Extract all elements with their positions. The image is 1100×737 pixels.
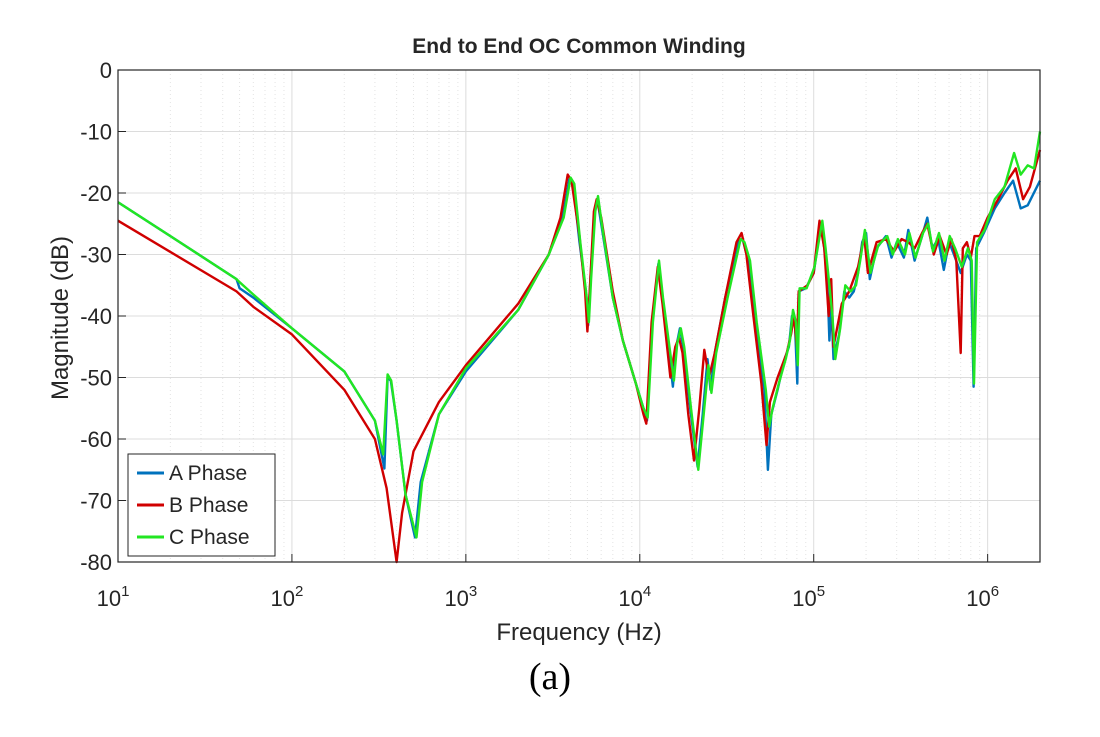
x-axis-label: Frequency (Hz) bbox=[496, 619, 661, 646]
y-tick-label: -60 bbox=[80, 427, 112, 452]
y-axis-label: Magnitude (dB) bbox=[47, 236, 74, 400]
series-line-c-phase bbox=[117, 131, 1042, 539]
x-tick-label: 101 bbox=[97, 583, 130, 611]
x-tick-label: 104 bbox=[618, 583, 651, 611]
major-grid bbox=[117, 69, 1040, 563]
legend-label: A Phase bbox=[169, 462, 247, 485]
x-tick-label: 102 bbox=[271, 583, 304, 611]
y-tick-label: -20 bbox=[80, 181, 112, 206]
y-tick-label: -80 bbox=[80, 550, 112, 575]
legend-label: B Phase bbox=[169, 494, 248, 517]
figure-caption: (a) bbox=[528, 656, 572, 698]
x-tick-label: 105 bbox=[792, 583, 825, 611]
legend: A Phase B Phase C Phase bbox=[127, 453, 276, 557]
series-layer bbox=[117, 131, 1042, 564]
chart-title: End to End OC Common Winding bbox=[412, 35, 745, 58]
y-tick-label: -10 bbox=[80, 120, 112, 145]
y-tick-label: -50 bbox=[80, 366, 112, 391]
y-tick-label: 0 bbox=[100, 58, 112, 83]
legend-label: C Phase bbox=[169, 526, 250, 549]
y-tick-label: -40 bbox=[80, 304, 112, 329]
y-tick-label: -30 bbox=[80, 243, 112, 268]
x-tick-label: 106 bbox=[966, 583, 999, 611]
x-axis-ticks: 101 102 103 104 105 106 bbox=[97, 554, 999, 611]
y-axis-ticks: 0 -10 -20 -30 -40 -50 -60 -70 -80 bbox=[80, 58, 126, 575]
x-tick-label: 103 bbox=[444, 583, 477, 611]
y-tick-label: -70 bbox=[80, 489, 112, 514]
